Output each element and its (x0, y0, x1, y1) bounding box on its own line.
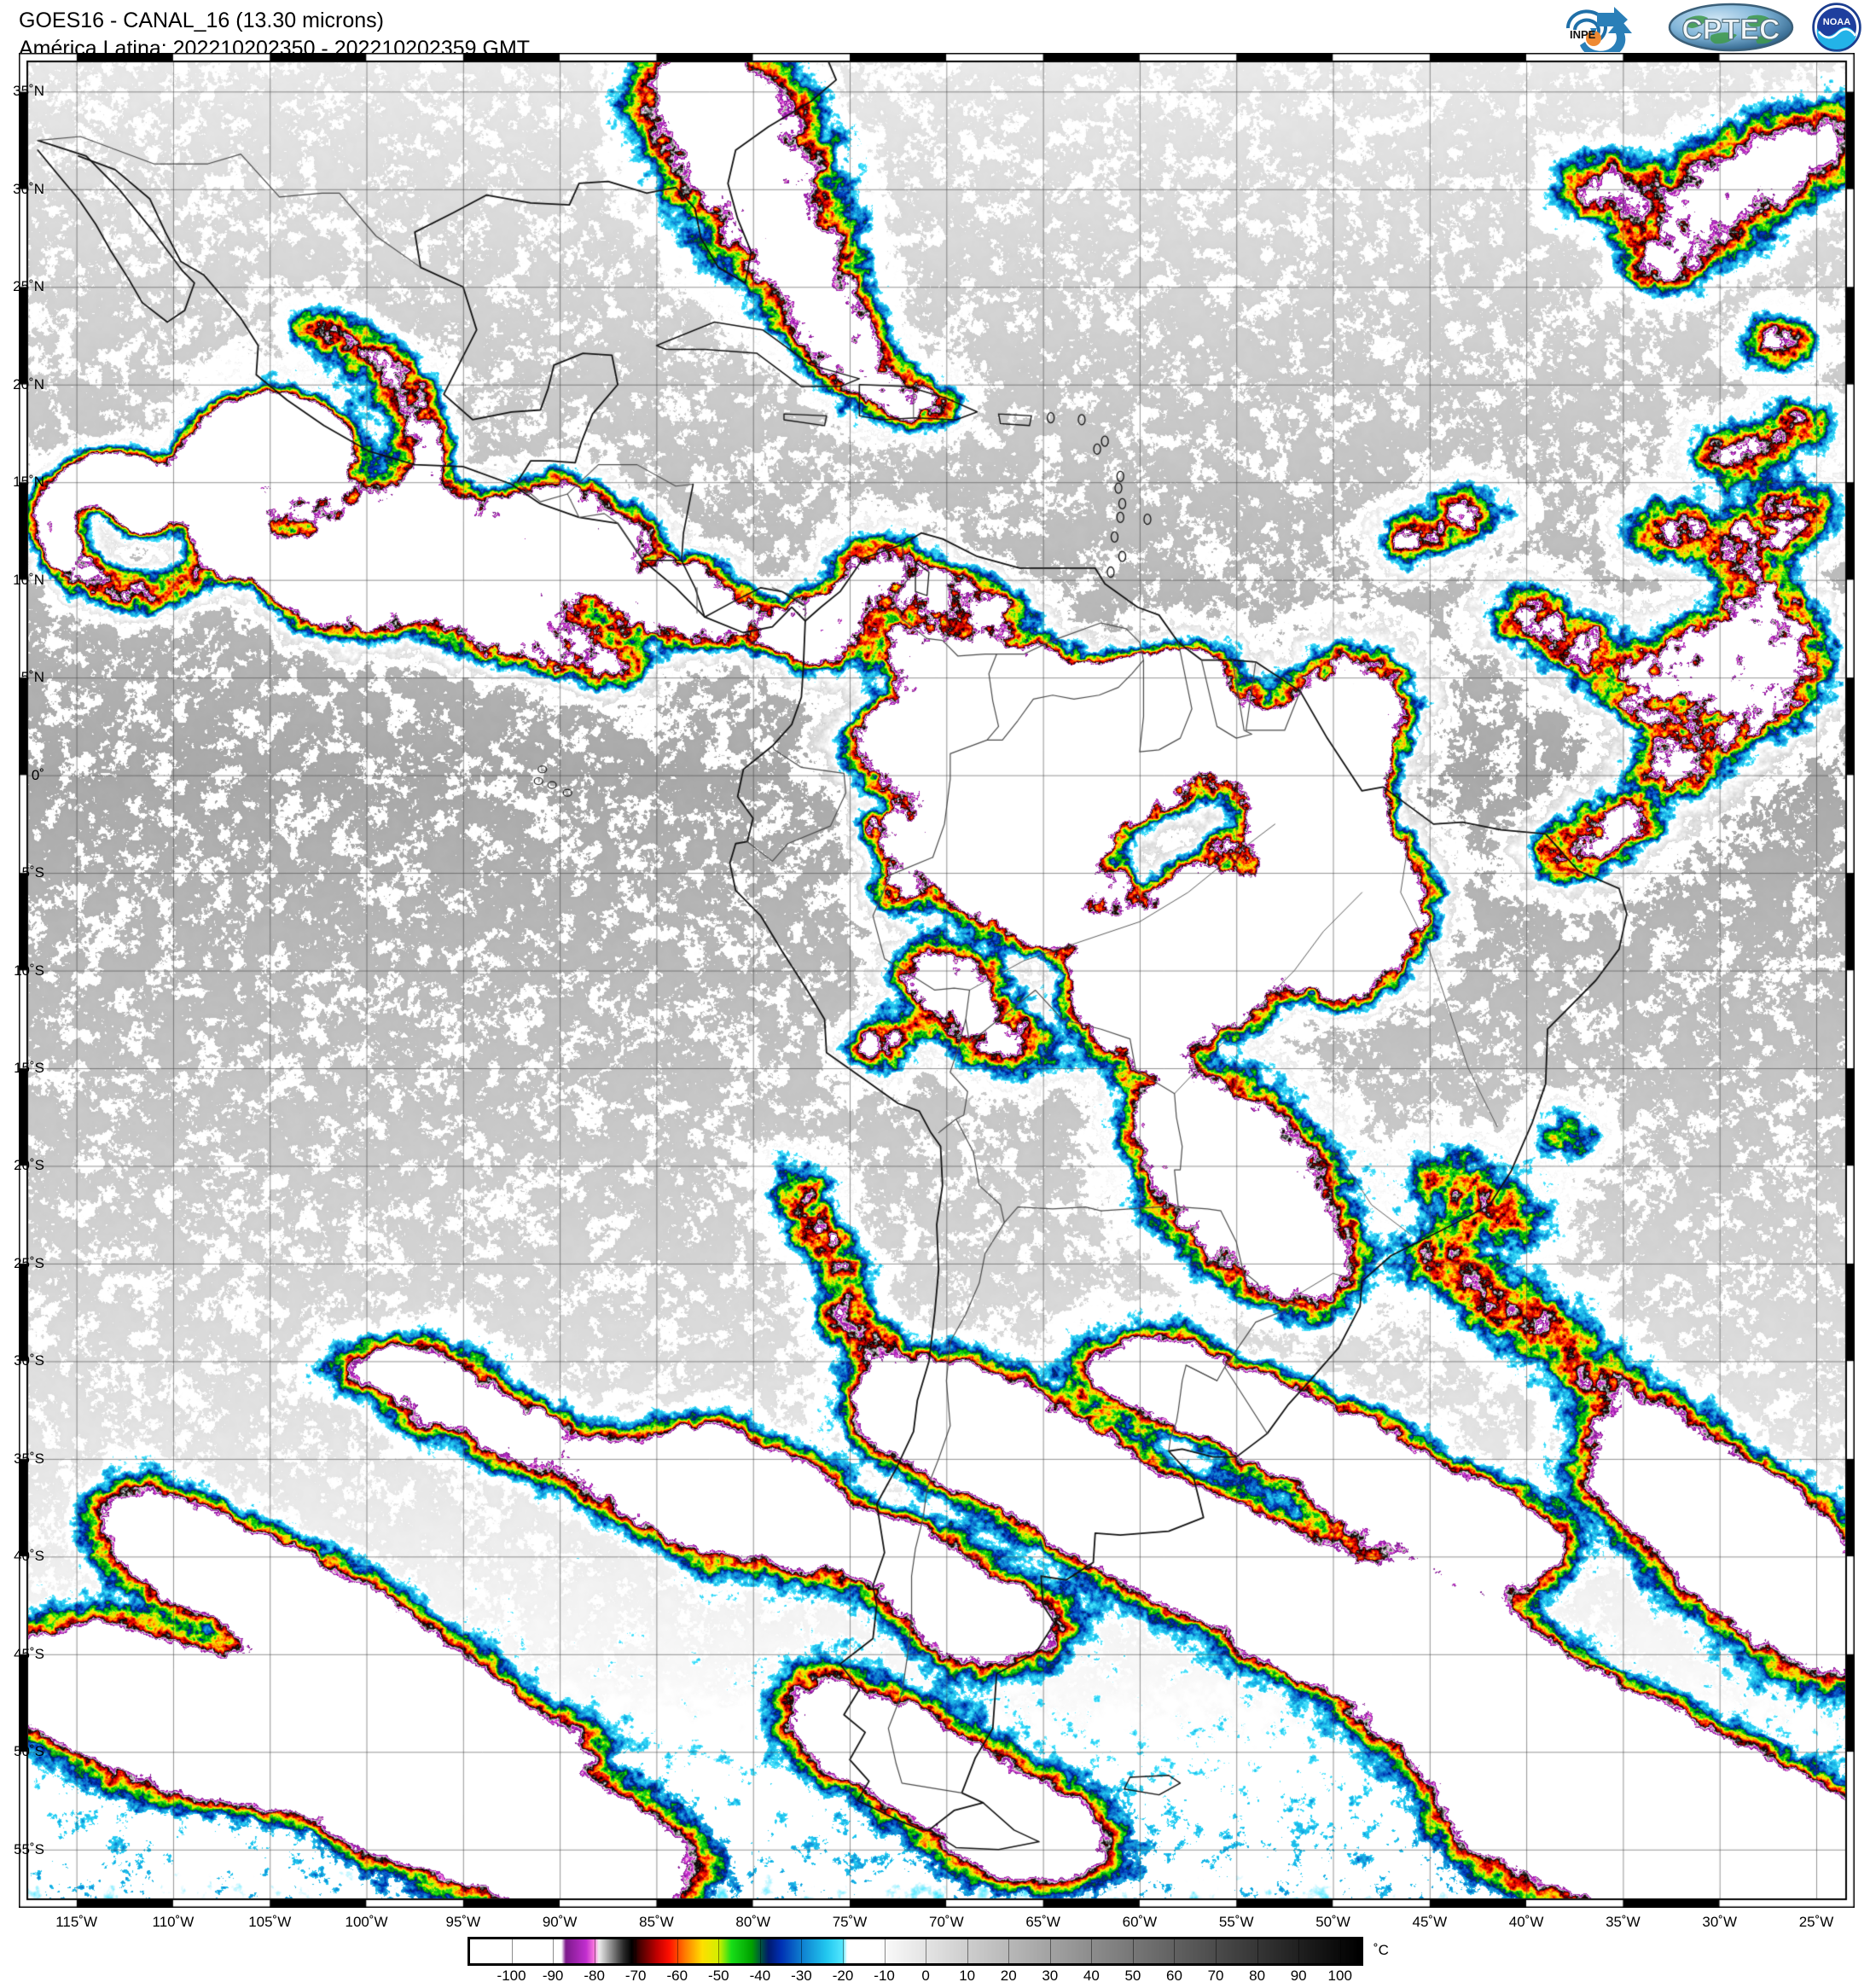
page-title: GOES16 - CANAL_16 (13.30 microns) (19, 9, 384, 32)
colorbar-label-13: 30 (1042, 1968, 1059, 1984)
lat-tick-0: 35˚N (13, 83, 44, 100)
colorbar-label-0: -100 (497, 1968, 526, 1984)
lat-tick-5: 10˚N (13, 571, 44, 588)
lat-tick-6: 5˚N (20, 669, 44, 686)
colorbar-unit-label: ˚C (1373, 1942, 1389, 1958)
inpe-logo: INPE (1549, 3, 1652, 60)
colorbar-label-6: -40 (749, 1968, 771, 1984)
lon-tick-7: 80˚W (735, 1914, 771, 1930)
cptec-logo-text: CPTEC (1681, 14, 1780, 46)
lon-tick-9: 70˚W (929, 1914, 964, 1930)
lat-tick-18: 55˚S (14, 1840, 44, 1857)
colorbar-label-18: 80 (1249, 1968, 1266, 1984)
colorbar-label-17: 70 (1207, 1968, 1224, 1984)
header: GOES16 - CANAL_16 (13.30 microns) Améric… (0, 0, 1870, 61)
lat-tick-16: 45˚S (14, 1645, 44, 1662)
lat-tick-17: 50˚S (14, 1743, 44, 1760)
lat-tick-10: 15˚S (14, 1060, 44, 1077)
lon-tick-4: 95˚W (445, 1914, 481, 1930)
colorbar-label-16: 60 (1166, 1968, 1182, 1984)
colorbar-label-8: -20 (832, 1968, 854, 1984)
lon-tick-5: 90˚W (542, 1914, 578, 1930)
colorbar-label-1: -90 (542, 1968, 564, 1984)
lon-tick-15: 40˚W (1508, 1914, 1544, 1930)
lat-tick-8: 5˚S (21, 864, 44, 881)
lat-tick-15: 40˚S (14, 1548, 44, 1565)
lon-tick-0: 115˚W (55, 1914, 98, 1930)
colorbar-tick-labels: -100 -90 -80 -70 -60 -50 -40 -30 -20 -10 0 10 20 30 40… (468, 1968, 1363, 1988)
satellite-map[interactable] (19, 53, 1855, 1908)
lat-tick-2: 25˚N (13, 278, 44, 295)
colorbar-label-20: 100 (1327, 1968, 1352, 1984)
colorbar-label-12: 20 (1000, 1968, 1017, 1984)
lat-tick-3: 20˚N (13, 375, 44, 392)
colorbar-label-19: 90 (1290, 1968, 1307, 1984)
colorbar-label-14: 40 (1083, 1968, 1100, 1984)
lon-tick-18: 25˚W (1798, 1914, 1834, 1930)
lon-tick-13: 50˚W (1315, 1914, 1350, 1930)
lat-tick-14: 35˚S (14, 1450, 44, 1467)
colorbar-gradient (470, 1939, 1361, 1963)
cptec-logo: CPTEC (1667, 3, 1795, 52)
lat-tick-13: 30˚S (14, 1352, 44, 1369)
logo-group: INPE (1549, 2, 1863, 60)
inpe-logo-text: INPE (1570, 28, 1596, 41)
colorbar-label-3: -70 (624, 1968, 647, 1984)
lat-tick-4: 15˚N (13, 474, 44, 491)
colorbar-label-9: -10 (874, 1968, 895, 1984)
lon-tick-10: 65˚W (1025, 1914, 1060, 1930)
lon-tick-14: 45˚W (1412, 1914, 1448, 1930)
lon-tick-16: 35˚W (1606, 1914, 1641, 1930)
lat-tick-1: 30˚N (13, 180, 44, 197)
colorbar-label-15: 50 (1124, 1968, 1141, 1984)
coastline-and-graticule-overlay (28, 62, 1845, 1898)
colorbar-label-10: 0 (921, 1968, 930, 1984)
lat-tick-9: 10˚S (14, 962, 44, 979)
colorbar: -100 -90 -80 -70 -60 -50 -40 -30 -20 -10 0 10 20 30 40… (0, 1930, 1870, 1986)
noaa-logo: NOAA (1810, 3, 1863, 52)
lat-tick-11: 20˚S (14, 1157, 44, 1174)
lon-tick-3: 100˚W (345, 1914, 388, 1930)
colorbar-label-11: 10 (959, 1968, 976, 1984)
lat-tick-12: 25˚S (14, 1254, 44, 1271)
lon-tick-12: 55˚W (1218, 1914, 1254, 1930)
lon-tick-17: 30˚W (1702, 1914, 1738, 1930)
colorbar-label-2: -80 (584, 1968, 605, 1984)
colorbar-gradient-box (468, 1937, 1363, 1966)
colorbar-label-4: -60 (666, 1968, 688, 1984)
lon-tick-2: 105˚W (248, 1914, 292, 1930)
lon-tick-1: 110˚W (152, 1914, 195, 1930)
colorbar-label-5: -50 (708, 1968, 729, 1984)
noaa-logo-text: NOAA (1823, 17, 1850, 27)
lon-tick-6: 85˚W (639, 1914, 674, 1930)
colorbar-label-7: -30 (791, 1968, 812, 1984)
map-image-area[interactable] (28, 62, 1845, 1898)
lat-tick-7: 0˚ (31, 766, 44, 783)
lon-tick-8: 75˚W (832, 1914, 868, 1930)
lon-tick-11: 60˚W (1122, 1914, 1158, 1930)
